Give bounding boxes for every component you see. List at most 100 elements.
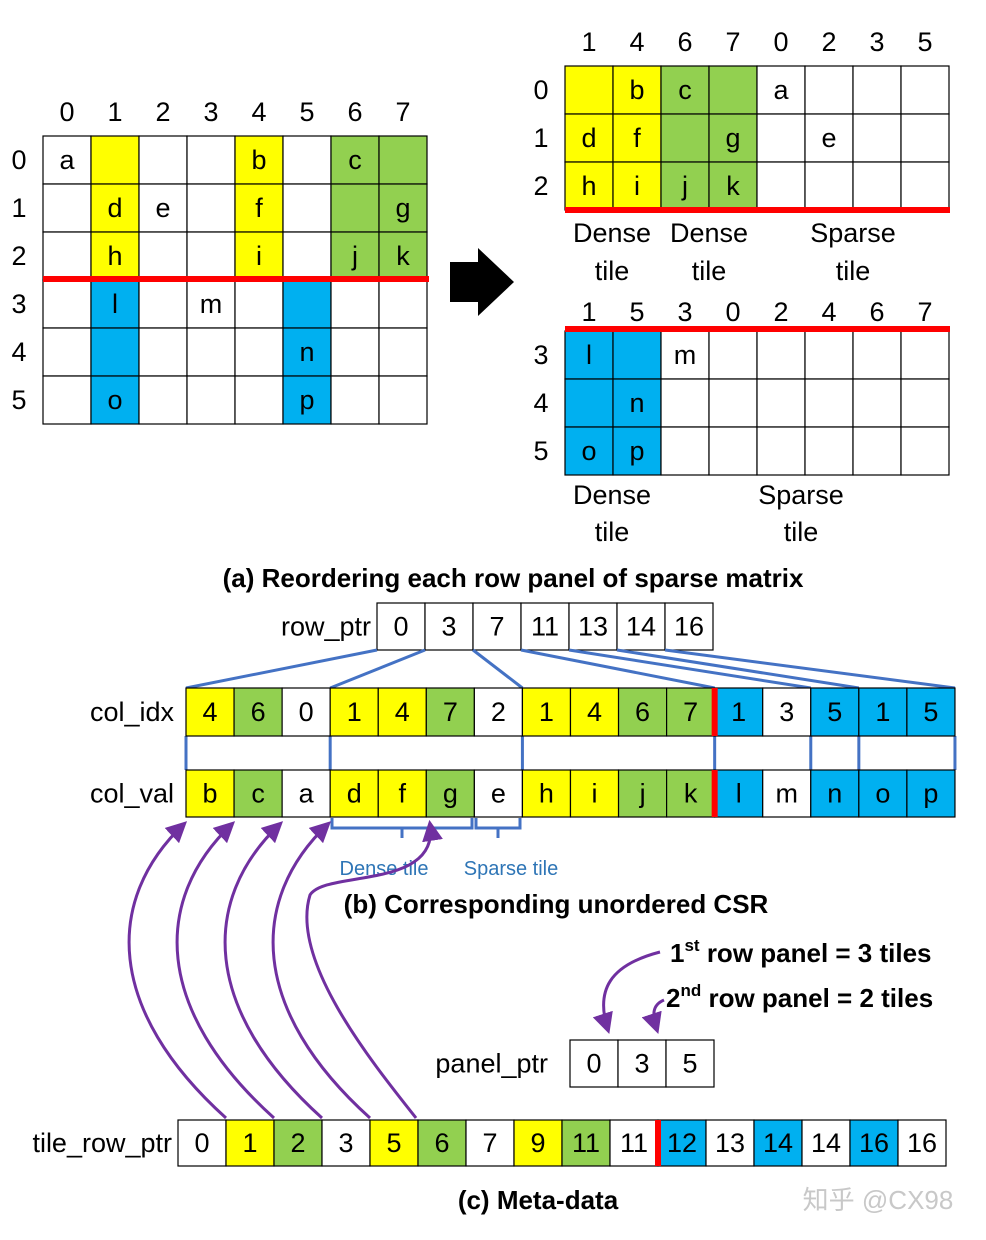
col-label: 6 xyxy=(869,297,884,327)
matrix-cell xyxy=(852,113,902,163)
array-value: h xyxy=(539,779,554,809)
row-label: 3 xyxy=(533,340,548,370)
matrix-cell xyxy=(612,426,662,476)
matrix-cell xyxy=(330,279,380,329)
matrix-cell xyxy=(186,231,236,281)
row-ptr-link xyxy=(329,648,426,690)
tile-label: Dense xyxy=(573,218,651,248)
col-val-cell xyxy=(233,769,283,818)
array-value: f xyxy=(399,779,407,809)
cell-value: i xyxy=(634,171,640,201)
col-val-cell xyxy=(762,769,812,818)
col-label: 2 xyxy=(773,297,788,327)
array-value: l xyxy=(736,779,742,809)
cell-value: j xyxy=(681,171,688,201)
note-part: st xyxy=(684,936,699,955)
tile-ptr-arrow xyxy=(175,821,276,1120)
matrix-cell xyxy=(378,135,428,185)
matrix-cell xyxy=(330,375,380,425)
array-value: k xyxy=(684,779,698,809)
matrix-cell xyxy=(282,231,332,281)
row-label: 4 xyxy=(11,337,26,367)
cell-value: l xyxy=(586,340,592,370)
col-label: 1 xyxy=(581,297,596,327)
col-label: 5 xyxy=(917,27,932,57)
matrix-cell xyxy=(330,183,380,233)
matrix-cell xyxy=(708,378,758,428)
matrix-cell xyxy=(330,327,380,377)
cell-value: a xyxy=(59,145,75,175)
array-value: 3 xyxy=(441,612,456,642)
matrix-cell xyxy=(756,161,806,211)
matrix-cell xyxy=(900,113,950,163)
cell-value: d xyxy=(107,193,122,223)
matrix-cell xyxy=(378,375,428,425)
row-label: 4 xyxy=(533,388,548,418)
array-value: 5 xyxy=(386,1128,401,1158)
array-value: 3 xyxy=(634,1049,649,1079)
matrix-cell xyxy=(660,378,710,428)
row-label: 5 xyxy=(533,436,548,466)
matrix-cell xyxy=(42,375,92,425)
row-ptr-cell xyxy=(664,602,714,651)
tile-row-ptr-cell xyxy=(177,1119,227,1167)
array-value: 3 xyxy=(338,1128,353,1158)
col-val-cell xyxy=(185,769,235,818)
array-value: 13 xyxy=(578,612,608,642)
matrix-cell xyxy=(42,231,92,281)
col-val-cell xyxy=(858,769,908,818)
first-panel-note: 1st row panel = 3 tiles xyxy=(670,936,932,968)
matrix-cell xyxy=(756,65,806,115)
array-value: 2 xyxy=(491,697,506,727)
matrix-cell xyxy=(756,378,806,428)
col-label: 5 xyxy=(299,97,314,127)
matrix-cell xyxy=(186,375,236,425)
matrix-cell xyxy=(234,279,284,329)
matrix-cell xyxy=(804,65,854,115)
matrix-cell xyxy=(900,378,950,428)
array-value: 7 xyxy=(482,1128,497,1158)
row-label: 0 xyxy=(533,75,548,105)
matrix-cell xyxy=(708,330,758,380)
array-value: 2 xyxy=(290,1128,305,1158)
col-idx-cell xyxy=(906,687,956,737)
matrix-cell xyxy=(564,378,614,428)
note-part: 2 xyxy=(666,983,680,1013)
array-value: 6 xyxy=(434,1128,449,1158)
row-ptr-cell xyxy=(568,602,618,651)
matrix-cell xyxy=(900,426,950,476)
matrix-cell xyxy=(282,327,332,377)
cell-value: a xyxy=(773,75,789,105)
array-value: 0 xyxy=(299,697,314,727)
row-ptr-cell xyxy=(472,602,522,651)
cell-value: h xyxy=(581,171,596,201)
caption-b: (b) Corresponding unordered CSR xyxy=(344,889,769,919)
matrix-cell xyxy=(90,231,140,281)
array-value: 4 xyxy=(395,697,410,727)
col-idx-cell xyxy=(810,687,860,737)
cell-value: b xyxy=(251,145,266,175)
array-value: b xyxy=(203,779,218,809)
array-value: 3 xyxy=(779,697,794,727)
matrix-cell xyxy=(42,183,92,233)
array-value: 1 xyxy=(539,697,554,727)
note-part: row panel = 3 tiles xyxy=(700,938,932,968)
cell-value: m xyxy=(674,340,697,370)
cell-value: n xyxy=(299,337,314,367)
row-label: 1 xyxy=(11,193,26,223)
col-label: 0 xyxy=(773,27,788,57)
array-value: 16 xyxy=(674,612,704,642)
tile-row-ptr-cell xyxy=(273,1119,323,1167)
array-value: 14 xyxy=(626,612,656,642)
matrix-cell xyxy=(804,378,854,428)
col-label: 0 xyxy=(725,297,740,327)
col-idx-cell xyxy=(569,687,620,737)
matrix-cell xyxy=(138,279,188,329)
array-value: 0 xyxy=(393,612,408,642)
tile-ptr-arrow xyxy=(305,819,443,1119)
row-label: 5 xyxy=(11,385,26,415)
matrix-cell xyxy=(756,113,806,163)
matrix-cell xyxy=(42,327,92,377)
array-value: 9 xyxy=(530,1128,545,1158)
array-value: m xyxy=(776,779,799,809)
